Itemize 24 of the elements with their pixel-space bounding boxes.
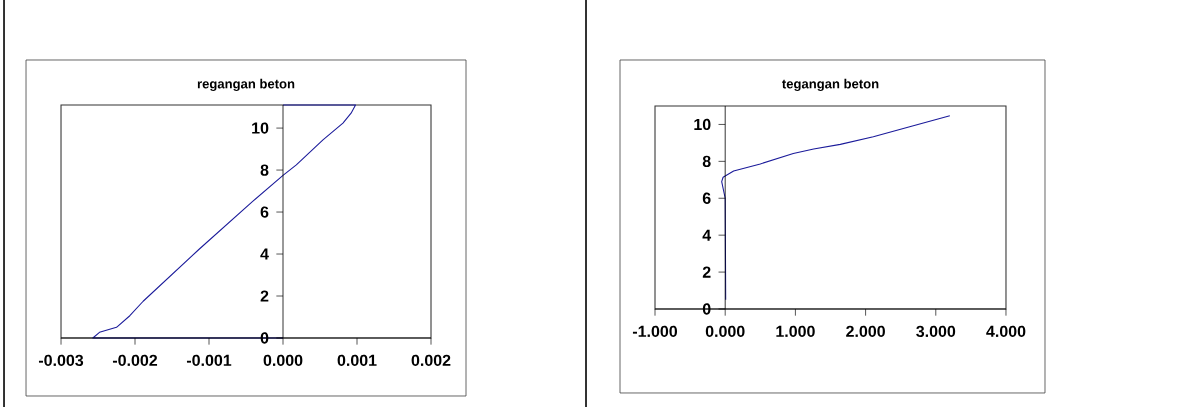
x-tick-label: -0.003 bbox=[38, 354, 84, 367]
y-tick-label: 6 bbox=[702, 192, 711, 204]
y-tick-label: 8 bbox=[702, 155, 711, 168]
x-tick-label: 2.000 bbox=[846, 325, 885, 338]
x-tick-label: 0.000 bbox=[705, 325, 745, 338]
x-tick-label: 0.000 bbox=[263, 354, 303, 367]
y-tick-label: 10 bbox=[694, 118, 711, 131]
x-tick-label: 0.002 bbox=[411, 354, 451, 367]
x-tick-label: 4.000 bbox=[986, 325, 1026, 338]
y-tick-label: 2 bbox=[702, 266, 711, 278]
x-tick-label: -0.001 bbox=[186, 354, 232, 367]
chart-title: regangan beton bbox=[197, 78, 295, 92]
x-tick-label: 0.001 bbox=[337, 354, 377, 367]
x-tick-label: -1.000 bbox=[632, 325, 678, 338]
y-tick-label: 2 bbox=[260, 290, 269, 302]
x-tick-label: 3.000 bbox=[916, 325, 956, 338]
y-tick-label: 8 bbox=[260, 164, 269, 176]
x-tick-label: 1.000 bbox=[776, 325, 815, 338]
y-tick-label: 6 bbox=[260, 206, 269, 218]
y-tick-label: 10 bbox=[252, 122, 269, 134]
x-tick-label: -0.002 bbox=[112, 354, 158, 367]
chart-title: tegangan beton bbox=[782, 78, 879, 92]
y-tick-label: 4 bbox=[260, 248, 269, 260]
y-tick-label: 4 bbox=[702, 229, 712, 241]
